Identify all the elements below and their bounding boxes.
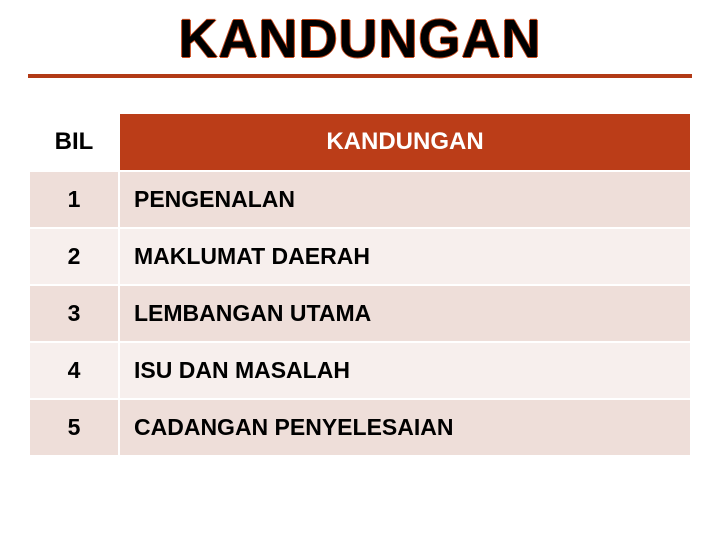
cell-bil: 5 <box>29 399 119 456</box>
column-header-bil: BIL <box>29 113 119 171</box>
title-underline <box>28 74 692 78</box>
cell-content: LEMBANGAN UTAMA <box>119 285 691 342</box>
table-header-row: BIL KANDUNGAN <box>29 113 691 171</box>
cell-bil: 2 <box>29 228 119 285</box>
page-title: KANDUNGAN <box>28 8 692 74</box>
column-header-content: KANDUNGAN <box>119 113 691 171</box>
slide: KANDUNGAN BIL KANDUNGAN 1 PENGENALAN 2 M… <box>0 0 720 540</box>
table-row: 2 MAKLUMAT DAERAH <box>29 228 691 285</box>
cell-content: PENGENALAN <box>119 171 691 228</box>
cell-content: CADANGAN PENYELESAIAN <box>119 399 691 456</box>
table-row: 5 CADANGAN PENYELESAIAN <box>29 399 691 456</box>
table-row: 3 LEMBANGAN UTAMA <box>29 285 691 342</box>
cell-content: MAKLUMAT DAERAH <box>119 228 691 285</box>
cell-content: ISU DAN MASALAH <box>119 342 691 399</box>
cell-bil: 3 <box>29 285 119 342</box>
contents-table: BIL KANDUNGAN 1 PENGENALAN 2 MAKLUMAT DA… <box>28 112 692 457</box>
cell-bil: 4 <box>29 342 119 399</box>
table-row: 4 ISU DAN MASALAH <box>29 342 691 399</box>
cell-bil: 1 <box>29 171 119 228</box>
table-row: 1 PENGENALAN <box>29 171 691 228</box>
